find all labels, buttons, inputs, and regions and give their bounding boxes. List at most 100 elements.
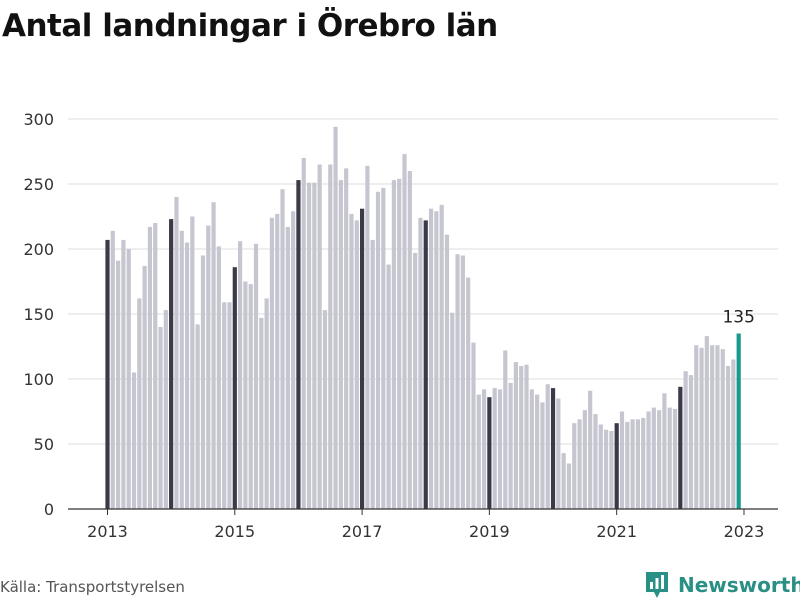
bar xyxy=(630,419,635,509)
bar xyxy=(243,281,248,509)
x-axis: 2013 2015 2017 2019 2021 2023 xyxy=(68,508,778,541)
bar xyxy=(492,388,497,509)
bar xyxy=(354,220,359,509)
y-tick-label: 100 xyxy=(23,370,54,389)
bar xyxy=(232,267,237,509)
bar xyxy=(338,180,343,509)
bar xyxy=(253,243,259,510)
y-tick-label: 200 xyxy=(23,240,54,259)
bar xyxy=(200,255,206,509)
bar xyxy=(556,398,561,509)
bar xyxy=(137,298,142,509)
bar xyxy=(450,312,455,509)
bar xyxy=(503,350,508,509)
bar xyxy=(174,197,179,509)
bar xyxy=(259,317,264,509)
bar xyxy=(497,389,503,509)
bar xyxy=(667,407,672,509)
x-tick-label: 2017 xyxy=(342,522,383,541)
bar xyxy=(657,410,662,509)
bar xyxy=(725,366,731,509)
bar xyxy=(550,388,556,509)
bar xyxy=(641,418,646,509)
bar xyxy=(365,165,370,510)
x-tick-label: 2023 xyxy=(724,522,765,541)
bar xyxy=(683,371,688,509)
bar xyxy=(736,333,741,509)
bar xyxy=(328,164,333,509)
y-axis-labels: 0 50 100 150 200 250 300 xyxy=(23,110,54,519)
bar xyxy=(402,154,407,509)
bar xyxy=(163,310,168,509)
bar xyxy=(593,414,598,509)
y-tick-label: 250 xyxy=(23,175,54,194)
bar xyxy=(105,239,110,509)
bar xyxy=(158,327,163,509)
bar xyxy=(275,213,280,509)
bar xyxy=(349,213,354,509)
newsworthy-logo: Newsworthy xyxy=(644,570,800,600)
bar xyxy=(444,234,450,509)
bar xyxy=(476,394,481,509)
bar xyxy=(413,252,418,509)
bar xyxy=(195,324,200,509)
bar xyxy=(317,164,322,509)
bar xyxy=(646,411,651,509)
bar xyxy=(147,226,153,509)
source-note: Källa: Transportstyrelsen xyxy=(0,578,185,596)
bar xyxy=(662,393,667,509)
bar xyxy=(359,208,365,509)
bar xyxy=(179,230,184,510)
bar xyxy=(375,191,381,510)
bar xyxy=(397,178,402,510)
x-tick-label: 2019 xyxy=(469,522,510,541)
bars xyxy=(105,126,741,510)
bar xyxy=(519,366,524,509)
bar xyxy=(291,211,296,510)
newsworthy-icon xyxy=(646,572,668,598)
x-tick-label: 2021 xyxy=(596,522,637,541)
bar xyxy=(285,226,290,509)
bar xyxy=(206,225,211,509)
bar xyxy=(704,336,709,509)
bar xyxy=(715,345,720,509)
bar xyxy=(391,180,397,509)
bar xyxy=(508,382,513,509)
bar xyxy=(619,411,625,509)
bar xyxy=(540,402,545,509)
bar xyxy=(614,423,619,509)
latest-value-label: 135 xyxy=(722,308,754,328)
bar xyxy=(280,189,285,509)
bar xyxy=(588,390,593,509)
bar xyxy=(694,345,699,509)
bar xyxy=(190,216,195,509)
bar xyxy=(126,249,131,509)
bar xyxy=(322,310,328,509)
bar xyxy=(545,384,550,509)
bar xyxy=(678,386,683,509)
bar xyxy=(561,453,566,509)
bar xyxy=(248,284,253,509)
annotations: 135 xyxy=(722,308,754,328)
bar xyxy=(566,463,572,509)
bar xyxy=(216,246,221,509)
bar xyxy=(333,126,338,510)
bar xyxy=(301,158,306,509)
bar xyxy=(699,347,704,509)
bar xyxy=(524,364,529,509)
bar xyxy=(407,171,412,509)
bar xyxy=(121,239,126,509)
bar xyxy=(169,219,174,509)
bar xyxy=(153,223,158,509)
bar xyxy=(582,410,587,509)
bar xyxy=(609,431,614,509)
bar xyxy=(269,217,275,510)
bar xyxy=(720,349,725,509)
bar xyxy=(598,424,603,509)
y-tick-label: 150 xyxy=(23,305,54,324)
bar xyxy=(710,345,715,509)
bar xyxy=(131,372,137,509)
bar xyxy=(455,254,460,509)
bar xyxy=(238,241,243,509)
